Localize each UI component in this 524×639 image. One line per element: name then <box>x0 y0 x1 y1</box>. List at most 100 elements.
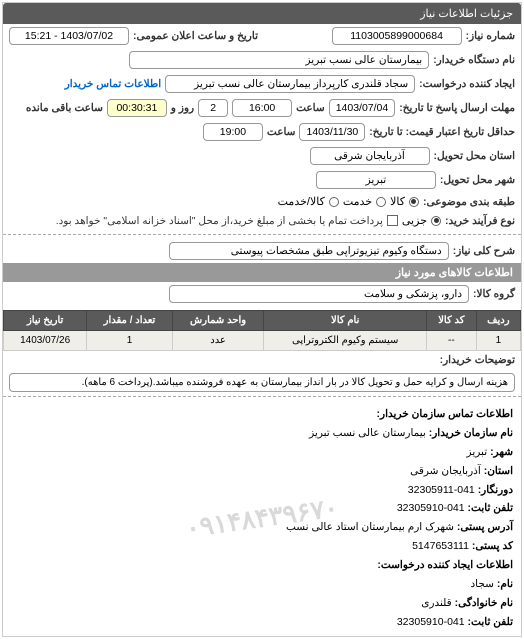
row-category: طبقه بندی موضوعی: کالا خدمت کالا/خدمت <box>3 192 521 211</box>
cell-qty: 1 <box>87 331 173 351</box>
need-desc-value: دستگاه وکیوم تیزیوتراپی طبق مشخصات پیوست… <box>169 242 449 260</box>
row-process: نوع فرآیند خرید: جزیی پرداخت تمام یا بخش… <box>3 211 521 230</box>
lname-label: نام خانوادگی: <box>455 597 513 609</box>
days-label: روز و <box>171 102 194 114</box>
cat-both-radio[interactable]: کالا/خدمت <box>278 195 339 208</box>
goods-header-row: ردیف کد کالا نام کالا واحد شمارش تعداد /… <box>4 311 521 331</box>
treasury-checkbox[interactable] <box>387 215 398 226</box>
details-panel: جزئیات اطلاعات نیاز شماره نیاز: 11030058… <box>2 2 522 637</box>
goods-table: ردیف کد کالا نام کالا واحد شمارش تعداد /… <box>3 310 521 351</box>
province-value: آذربایجان شرقی <box>310 147 430 165</box>
send-deadline-date: 1403/07/04 <box>329 99 396 117</box>
col-row-num: ردیف <box>476 311 520 331</box>
divider <box>3 234 521 235</box>
province-label: استان محل تحویل: <box>434 150 515 162</box>
cell-date: 1403/07/26 <box>4 331 87 351</box>
lname-value: قلندری <box>421 597 451 609</box>
org-label: نام سازمان خریدار: <box>429 427 513 439</box>
fname-value: سجاد <box>471 578 494 590</box>
device-name-label: نام دستگاه خریدار: <box>433 54 515 66</box>
contact-city-label: شهر: <box>490 446 513 458</box>
col-code: کد کالا <box>427 311 477 331</box>
row-need-desc: شرح کلی نیاز: دستگاه وکیوم تیزیوتراپی طب… <box>3 239 521 263</box>
credit-deadline-label: حداقل تاریخ اعتبار قیمت: تا تاریخ: <box>369 126 515 138</box>
announce-value: 1403/07/02 - 15:21 <box>9 27 129 45</box>
device-name-value: بیمارستان عالی نسب تبریز <box>129 51 429 69</box>
need-no-label: شماره نیاز: <box>466 30 515 42</box>
col-name: نام کالا <box>264 311 427 331</box>
cat-goods-radio[interactable]: کالا <box>390 195 419 208</box>
table-row: 1 -- سیستم وکیوم الکتروتراپی عدد 1 1403/… <box>4 331 521 351</box>
buyer-notes-label: توضیحات خریدار: <box>440 354 515 366</box>
cat-label: طبقه بندی موضوعی: <box>423 196 515 208</box>
col-unit: واحد شمارش <box>172 311 264 331</box>
cell-unit: عدد <box>172 331 264 351</box>
cell-code: -- <box>427 331 477 351</box>
goods-group-value: دارو، پزشکی و سلامت <box>169 285 469 303</box>
row-credit-deadline: حداقل تاریخ اعتبار قیمت: تا تاریخ: 1403/… <box>3 120 521 144</box>
row-city: شهر محل تحویل: تبریز <box>3 168 521 192</box>
process-radio[interactable]: جزیی <box>402 214 441 227</box>
org-value: بیمارستان عالی نسب تبریز <box>309 427 426 439</box>
creator-value: سجاد قلندری کارپرداز بیمارستان عالی نسب … <box>165 75 415 93</box>
cat-service-label: خدمت <box>343 195 372 208</box>
row-creator: ایجاد کننده درخواست: سجاد قلندری کارپردا… <box>3 72 521 96</box>
cat-both-label: کالا/خدمت <box>278 195 325 208</box>
cell-row-num: 1 <box>476 331 520 351</box>
credit-date: 1403/11/30 <box>299 123 365 141</box>
cell-name: سیستم وکیوم الکتروتراپی <box>264 331 427 351</box>
phone-label: تلفن ثابت: <box>468 502 513 514</box>
days-value: 2 <box>198 99 228 117</box>
goods-group-label: گروه کالا: <box>473 288 515 300</box>
fname-label: نام: <box>497 578 513 590</box>
contact-block: ۰۹۱۴۸۴۳۹۶۷۰ اطلاعات تماس سازمان خریدار: … <box>3 401 521 636</box>
row-goods-group: گروه کالا: دارو، پزشکی و سلامت <box>3 282 521 306</box>
cat-service-radio[interactable]: خدمت <box>343 195 386 208</box>
cat-goods-label: کالا <box>390 195 405 208</box>
credit-time: 19:00 <box>203 123 263 141</box>
radio-icon <box>329 197 339 207</box>
postcode-label: کد پستی: <box>472 540 513 552</box>
phone-value: 041-32305910 <box>397 502 465 514</box>
radio-icon <box>376 197 386 207</box>
radio-icon <box>431 216 441 226</box>
fax-label: دورنگار: <box>478 484 513 496</box>
req-creator-title: اطلاعات ایجاد کننده درخواست: <box>377 559 513 571</box>
panel-title: جزئیات اطلاعات نیاز <box>420 8 513 20</box>
send-deadline-label: مهلت ارسال پاسخ تا تاریخ: <box>399 102 515 114</box>
need-desc-label: شرح کلی نیاز: <box>453 245 515 257</box>
remain-time: 00:30:31 <box>107 99 167 117</box>
contact-province-label: استان: <box>484 465 513 477</box>
creator-label: ایجاد کننده درخواست: <box>419 78 515 90</box>
contact-province-value: آذربایجان شرقی <box>410 465 481 477</box>
city-value: تبریز <box>316 171 436 189</box>
postal-label: آدرس پستی: <box>457 521 513 533</box>
panel-header: جزئیات اطلاعات نیاز <box>3 3 521 24</box>
postcode-value: 5147653111 <box>412 540 469 552</box>
col-date: تاریخ نیاز <box>4 311 87 331</box>
process-note: پرداخت تمام یا بخشی از مبلغ خرید،از محل … <box>56 215 383 227</box>
need-no-value: 1103005899000684 <box>332 27 462 45</box>
mobile-value: 041-32305910 <box>397 616 465 628</box>
divider <box>3 396 521 397</box>
goods-section-title: اطلاعات کالاهای مورد نیاز <box>3 263 521 282</box>
col-qty: تعداد / مقدار <box>87 311 173 331</box>
city-label: شهر محل تحویل: <box>440 174 515 186</box>
row-device-name: نام دستگاه خریدار: بیمارستان عالی نسب تب… <box>3 48 521 72</box>
remain-label: ساعت باقی مانده <box>26 102 103 114</box>
send-deadline-time: 16:00 <box>232 99 292 117</box>
contact-title: اطلاعات تماس سازمان خریدار: <box>377 408 513 420</box>
postal-value: شهرک ارم بیمارستان استاد عالی نسب <box>286 521 454 533</box>
contact-city-value: تبریز <box>467 446 488 458</box>
hour-label-2: ساعت <box>267 126 296 138</box>
row-need-no: شماره نیاز: 1103005899000684 تاریخ و ساع… <box>3 24 521 48</box>
radio-icon <box>409 197 419 207</box>
announce-label: تاریخ و ساعت اعلان عمومی: <box>133 30 258 42</box>
process-option-label: جزیی <box>402 214 427 227</box>
row-send-deadline: مهلت ارسال پاسخ تا تاریخ: 1403/07/04 ساع… <box>3 96 521 120</box>
buyer-contact-link[interactable]: اطلاعات تماس خریدار <box>65 78 161 90</box>
row-province: استان محل تحویل: آذربایجان شرقی <box>3 144 521 168</box>
row-buyer-notes: توضیحات خریدار: <box>3 351 521 369</box>
fax-value: 041-32305911 <box>408 484 475 496</box>
hour-label-1: ساعت <box>296 102 325 114</box>
